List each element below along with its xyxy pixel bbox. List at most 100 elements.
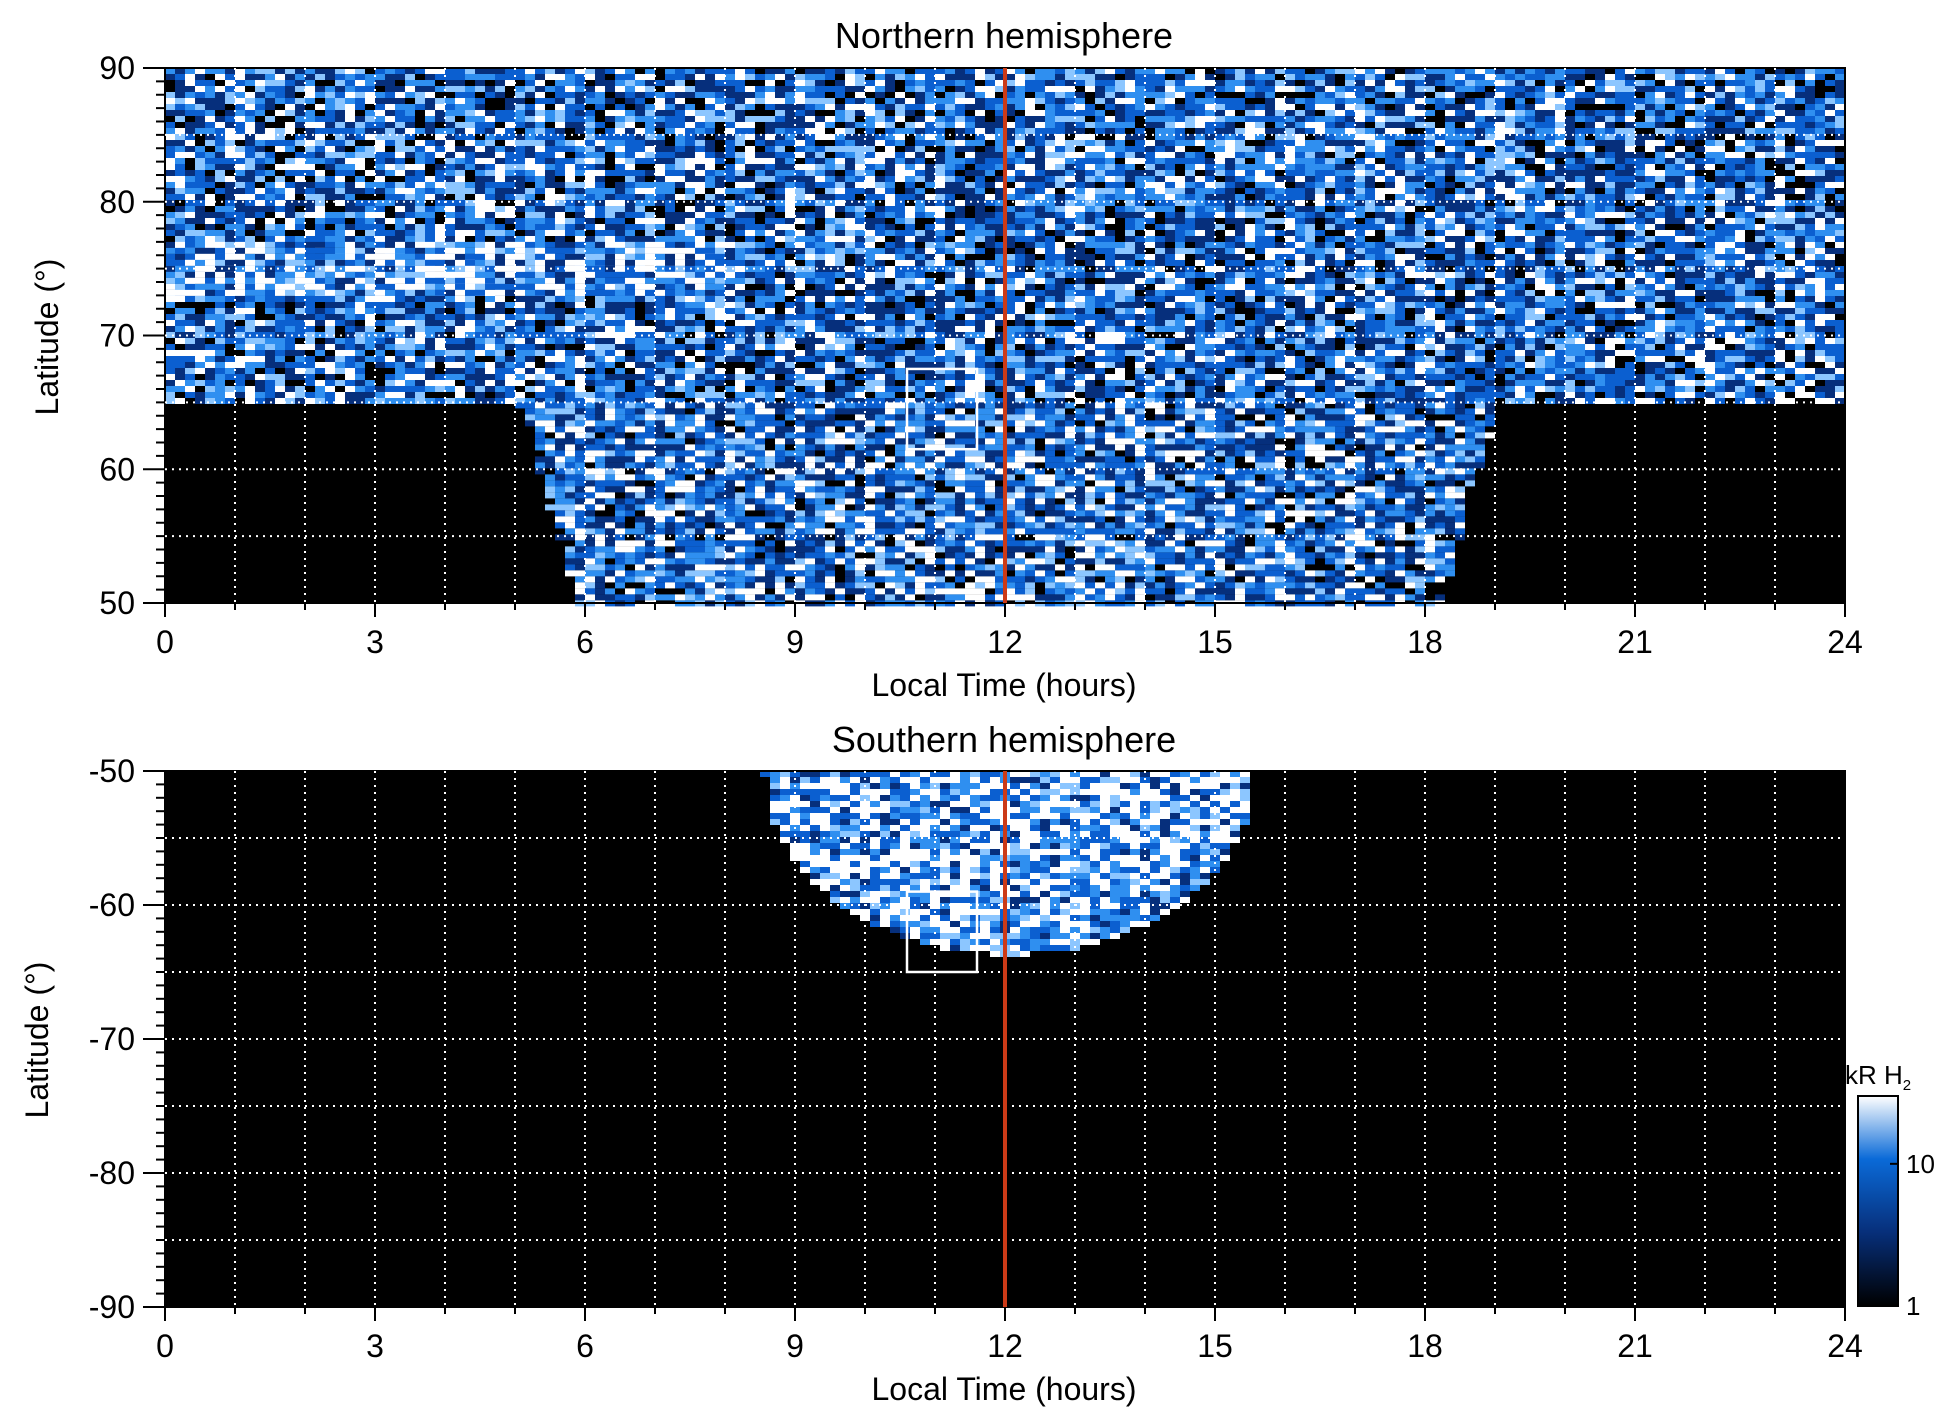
emission-cell [1565,68,1575,74]
emission-cell [1265,188,1275,194]
emission-cell [1795,128,1805,134]
emission-cell [1765,236,1775,242]
emission-cell [1495,146,1505,152]
emission-cell [415,158,425,164]
emission-cell [775,176,785,182]
emission-cell [675,158,685,164]
emission-cell [705,116,715,122]
emission-cell [1545,104,1555,110]
emission-cell [245,200,255,206]
emission-cell [1235,68,1245,74]
emission-cell [725,206,735,212]
emission-cell [1825,236,1835,242]
emission-cell [385,92,395,98]
emission-cell [185,140,195,146]
emission-cell [415,140,425,146]
emission-cell [1465,80,1475,86]
emission-cell [435,194,445,200]
emission-cell [1055,170,1065,176]
emission-cell [625,146,635,152]
emission-cell [1515,164,1525,170]
emission-cell [275,98,285,104]
emission-cell [1585,224,1595,230]
emission-cell [395,224,405,230]
emission-cell [865,236,875,242]
emission-cell [595,182,605,188]
emission-cell [405,176,415,182]
emission-cell [1735,128,1745,134]
emission-cell [975,260,985,266]
emission-cell [165,152,175,158]
emission-cell [575,158,585,164]
emission-cell [315,206,325,212]
emission-cell [765,92,775,98]
emission-cell [1285,224,1295,230]
emission-cell [1755,122,1765,128]
emission-cell [565,86,575,92]
north-title: Northern hemisphere [835,15,1173,56]
emission-cell [1125,122,1135,128]
emission-cell [1245,74,1255,80]
emission-cell [1175,134,1185,140]
emission-cell [545,146,555,152]
emission-cell [1175,152,1185,158]
emission-cell [1075,242,1085,248]
emission-cell [1305,86,1315,92]
emission-cell [425,122,435,128]
emission-cell [1545,248,1555,254]
emission-cell [1245,212,1255,218]
emission-cell [1615,152,1625,158]
emission-cell [535,92,545,98]
emission-cell [1425,158,1435,164]
emission-cell [165,230,175,236]
emission-cell [425,92,435,98]
emission-cell [1025,80,1035,86]
emission-cell [925,92,935,98]
emission-cell [705,68,715,74]
emission-cell [1335,86,1345,92]
emission-cell [1055,248,1065,254]
emission-cell [1565,224,1575,230]
emission-cell [795,74,805,80]
emission-cell [1545,92,1555,98]
emission-cell [1535,266,1545,272]
emission-cell [1465,134,1475,140]
emission-cell [1595,230,1605,236]
emission-cell [1605,128,1615,134]
emission-cell [245,218,255,224]
emission-cell [1045,152,1055,158]
emission-cell [705,158,715,164]
emission-cell [1715,152,1725,158]
emission-cell [1075,80,1085,86]
emission-cell [1555,212,1565,218]
emission-cell [1695,104,1705,110]
emission-cell [335,158,345,164]
emission-cell [625,74,635,80]
emission-cell [675,98,685,104]
emission-cell [1435,248,1445,254]
emission-cell [915,128,925,134]
emission-cell [1565,182,1575,188]
emission-cell [1575,188,1585,194]
emission-cell [355,176,365,182]
emission-cell [745,236,755,242]
emission-cell [545,194,555,200]
emission-cell [1295,206,1305,212]
emission-cell [1685,266,1695,272]
emission-cell [765,68,775,74]
emission-cell [395,116,405,122]
emission-cell [895,212,905,218]
emission-cell [875,92,885,98]
emission-cell [1455,86,1465,92]
emission-cell [295,182,305,188]
emission-cell [605,206,615,212]
emission-cell [1525,74,1535,80]
emission-cell [845,158,855,164]
emission-cell [1815,224,1825,230]
emission-cell [545,128,555,134]
emission-cell [1775,86,1785,92]
emission-cell [995,248,1005,254]
emission-cell [1495,134,1505,140]
emission-cell [1275,206,1285,212]
emission-cell [1355,194,1365,200]
